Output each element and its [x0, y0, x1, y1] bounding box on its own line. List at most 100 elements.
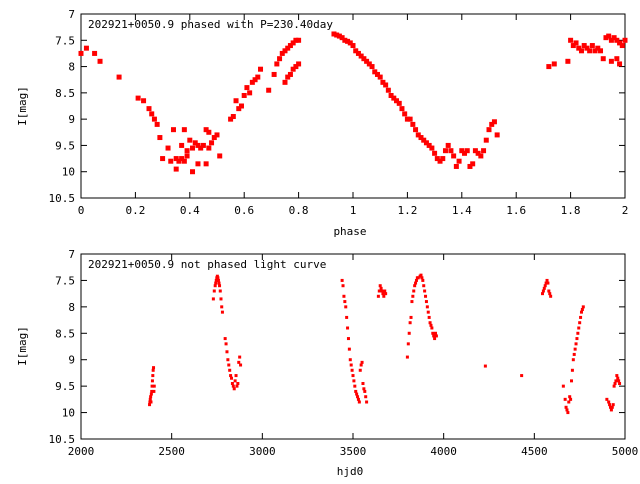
data-point	[190, 145, 196, 151]
chart-title: 202921+0050.9 phased with P=230.40day	[88, 18, 333, 31]
data-point	[287, 43, 293, 49]
data-point	[564, 405, 568, 409]
data-point	[592, 48, 598, 54]
data-point	[404, 116, 410, 122]
data-point	[427, 315, 431, 319]
data-point	[579, 315, 583, 319]
data-point	[285, 45, 291, 51]
x-tick-label: 0	[78, 204, 85, 217]
data-point	[415, 132, 421, 138]
data-point	[200, 142, 206, 148]
data-point	[432, 150, 438, 156]
data-point	[426, 310, 430, 314]
data-point	[345, 315, 349, 319]
data-point	[350, 368, 354, 372]
data-point	[358, 368, 362, 372]
y-tick-label: 9.5	[55, 139, 75, 152]
data-point	[610, 405, 614, 409]
data-point	[577, 326, 581, 330]
y-tick-label: 9.5	[55, 380, 75, 393]
data-point	[434, 331, 438, 335]
data-point	[92, 50, 98, 56]
data-point	[209, 140, 215, 146]
data-point	[385, 87, 391, 93]
data-point	[206, 145, 212, 151]
data-point	[364, 395, 368, 399]
data-point	[116, 74, 122, 80]
data-point	[334, 32, 340, 38]
data-point	[148, 403, 152, 407]
data-point	[231, 384, 235, 388]
data-point	[413, 284, 417, 288]
data-point	[462, 150, 468, 156]
data-point	[217, 153, 223, 159]
data-point	[151, 374, 155, 378]
data-point	[361, 56, 367, 62]
data-point	[571, 358, 575, 362]
data-point	[360, 360, 364, 364]
data-point	[215, 274, 219, 278]
data-point	[234, 374, 238, 378]
data-point	[445, 142, 451, 148]
y-tick-label: 10	[62, 166, 75, 179]
data-point	[611, 35, 617, 41]
y-axis-label: I[mag]	[16, 86, 29, 126]
data-point	[220, 310, 224, 314]
data-point	[451, 153, 457, 159]
data-point	[543, 284, 547, 288]
data-point	[540, 292, 544, 296]
data-point	[343, 300, 347, 304]
data-point	[285, 74, 291, 80]
data-point	[342, 37, 348, 43]
data-point	[347, 347, 351, 351]
data-point	[568, 395, 572, 399]
data-point	[584, 45, 590, 51]
data-point	[383, 289, 387, 293]
data-point	[190, 169, 196, 175]
data-point	[230, 114, 236, 120]
data-point	[376, 294, 380, 298]
y-tick-label: 7	[68, 8, 75, 21]
data-point	[206, 129, 212, 135]
y-tick-label: 8.5	[55, 87, 75, 100]
data-point	[235, 384, 239, 388]
data-point	[347, 40, 353, 46]
data-point	[170, 127, 176, 133]
data-point	[614, 379, 618, 383]
data-point	[578, 48, 584, 54]
data-point	[612, 384, 616, 388]
data-point	[151, 116, 157, 122]
data-point	[173, 166, 179, 172]
data-point	[399, 106, 405, 112]
data-point	[187, 137, 193, 143]
data-point	[271, 71, 277, 77]
data-point	[165, 145, 171, 151]
x-tick-label: 1.2	[397, 204, 417, 217]
y-tick-label: 10	[62, 407, 75, 420]
data-point	[247, 90, 253, 96]
data-point	[412, 289, 416, 293]
data-point	[542, 286, 546, 290]
data-point	[384, 292, 388, 296]
data-point	[580, 308, 584, 311]
data-point	[618, 382, 622, 385]
y-tick-label: 7.5	[55, 274, 75, 287]
data-point	[181, 127, 187, 133]
data-point	[408, 321, 412, 325]
data-point	[150, 379, 154, 383]
data-point	[486, 127, 492, 133]
data-point	[472, 148, 478, 154]
data-point	[340, 278, 344, 282]
data-point	[236, 382, 240, 385]
data-point	[379, 286, 383, 290]
x-tick-label: 5000	[612, 445, 639, 458]
data-point	[214, 278, 218, 282]
data-point	[426, 142, 432, 148]
data-point	[423, 289, 427, 293]
data-point	[410, 300, 414, 304]
data-point	[614, 56, 620, 62]
data-point	[227, 363, 231, 367]
data-point	[574, 342, 578, 346]
data-point	[149, 392, 153, 396]
data-point	[152, 384, 156, 388]
